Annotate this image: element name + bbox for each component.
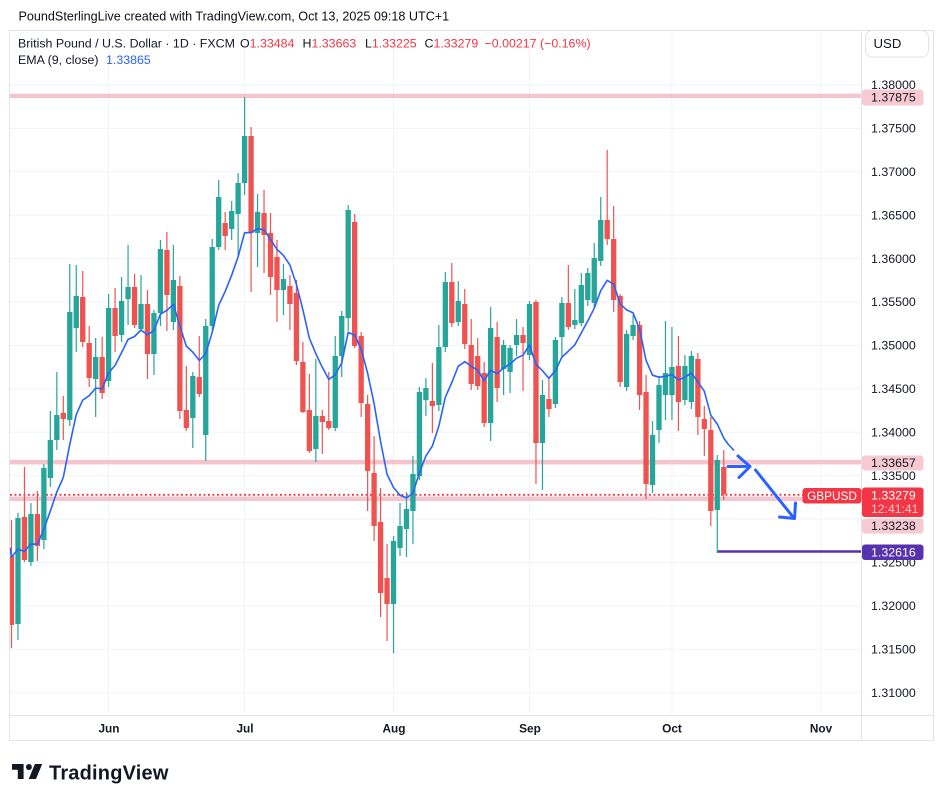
- svg-text:1.38000: 1.38000: [871, 78, 916, 92]
- svg-text:1.36500: 1.36500: [871, 208, 916, 222]
- svg-text:12:41:41: 12:41:41: [871, 502, 919, 516]
- svg-text:Sep: Sep: [519, 722, 541, 736]
- svg-text:TradingView: TradingView: [49, 763, 169, 785]
- svg-text:1.32616: 1.32616: [871, 546, 916, 560]
- svg-text:Nov: Nov: [810, 722, 833, 736]
- svg-text:Jun: Jun: [99, 722, 120, 736]
- svg-text:1.37875: 1.37875: [871, 91, 916, 105]
- svg-text:1.31000: 1.31000: [871, 686, 916, 700]
- svg-text:1.32000: 1.32000: [871, 599, 916, 613]
- svg-text:1.37000: 1.37000: [871, 165, 916, 179]
- svg-text:Aug: Aug: [383, 722, 406, 736]
- svg-text:1.35500: 1.35500: [871, 295, 916, 309]
- svg-text:British Pound / U.S. Dollar ·: British Pound / U.S. Dollar · 1D · FXCM O…: [18, 36, 591, 50]
- svg-text:EMA (9, close)1.33865: EMA (9, close) 1.33865: [18, 53, 151, 67]
- svg-text:GBPUSD: GBPUSD: [807, 489, 857, 503]
- svg-text:1.37500: 1.37500: [871, 122, 916, 136]
- svg-text:1.31500: 1.31500: [871, 642, 916, 656]
- svg-text:USD: USD: [874, 36, 902, 51]
- svg-text:1.33500: 1.33500: [871, 469, 916, 483]
- svg-text:Oct: Oct: [662, 722, 682, 736]
- svg-text:1.34500: 1.34500: [871, 382, 916, 396]
- svg-text:1.35000: 1.35000: [871, 339, 916, 353]
- svg-text:PoundSterlingLive created with: PoundSterlingLive created with TradingVi…: [19, 10, 450, 24]
- svg-text:1.33657: 1.33657: [871, 456, 916, 470]
- svg-text:1.33279: 1.33279: [871, 488, 916, 502]
- svg-text:1.36000: 1.36000: [871, 252, 916, 266]
- svg-text:Jul: Jul: [236, 722, 253, 736]
- svg-text:1.34000: 1.34000: [871, 425, 916, 439]
- svg-text:1.33238: 1.33238: [871, 519, 916, 533]
